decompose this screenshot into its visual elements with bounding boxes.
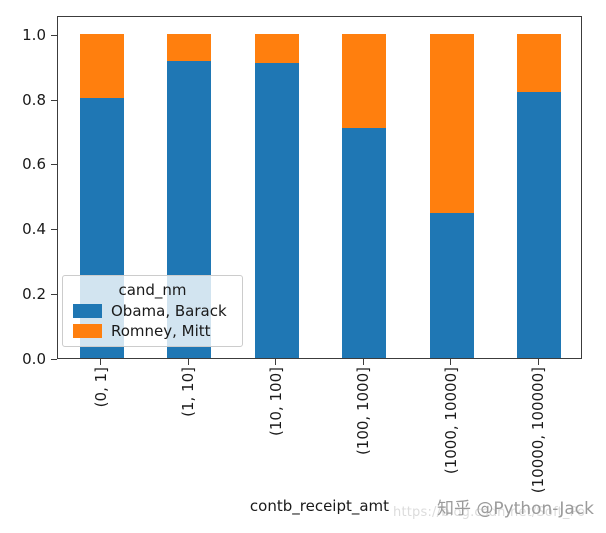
y-tick-mark [51, 34, 57, 36]
x-tick-label: (1000, 10000] [441, 367, 460, 475]
y-tick-mark [51, 229, 57, 231]
x-tick-mark [187, 359, 189, 365]
x-tick-label: (100, 1000] [354, 367, 373, 456]
y-tick-label: 0.2 [22, 284, 46, 303]
y-tick-label: 0.4 [22, 220, 46, 239]
legend-items: Obama, Barack Romney, Mitt [73, 303, 232, 339]
bar-segment-romney [254, 34, 299, 64]
x-axis-title: contb_receipt_amt [249, 497, 390, 515]
y-tick-label: 0.0 [22, 349, 46, 368]
bar-stack-4 [342, 15, 387, 358]
legend-item-label: Obama, Barack [111, 302, 227, 320]
bar-stack-6 [517, 15, 562, 358]
y-tick-label: 1.0 [22, 25, 46, 44]
x-tick-label: (10, 100] [266, 367, 285, 436]
x-tick-mark [537, 359, 539, 365]
x-tick-mark [450, 359, 452, 365]
legend-swatch-icon [73, 324, 102, 338]
y-tick-label: 0.6 [22, 155, 46, 174]
x-tick-mark [362, 359, 364, 365]
x-tick-mark [275, 359, 277, 365]
x-tick-label: (1, 10] [179, 367, 198, 417]
y-tick-mark [51, 293, 57, 295]
y-tick-mark [51, 358, 57, 360]
y-tick-mark [51, 164, 57, 166]
x-tick-label: (10000, 100000] [529, 367, 548, 494]
bar-segment-obama [429, 213, 474, 358]
bar-segment-romney [79, 34, 124, 98]
y-tick-label: 0.8 [22, 90, 46, 109]
bar-stack-5 [429, 15, 474, 358]
bar-segment-obama [517, 91, 562, 358]
bar-stack-3 [254, 15, 299, 358]
y-tick-mark [51, 99, 57, 101]
watermark-text: 知乎 @Python-Jack [436, 499, 594, 519]
legend-item-romney: Romney, Mitt [73, 323, 232, 339]
x-tick-mark [100, 359, 102, 365]
legend-title: cand_nm [118, 281, 187, 299]
legend-item-label: Romney, Mitt [111, 322, 211, 340]
x-tick-label: (0, 1] [91, 367, 110, 408]
bar-segment-romney [342, 34, 387, 129]
legend-swatch-icon [73, 304, 102, 318]
legend-item-obama: Obama, Barack [73, 303, 232, 319]
bar-segment-obama [254, 63, 299, 358]
bar-segment-obama [342, 128, 387, 358]
watermark-url: https://blog.csdn.net/Soft_Po [393, 505, 586, 520]
bar-segment-romney [429, 34, 474, 214]
bar-segment-romney [517, 34, 562, 92]
legend: cand_nm Obama, Barack Romney, Mitt [62, 275, 243, 347]
bar-segment-romney [167, 34, 212, 61]
